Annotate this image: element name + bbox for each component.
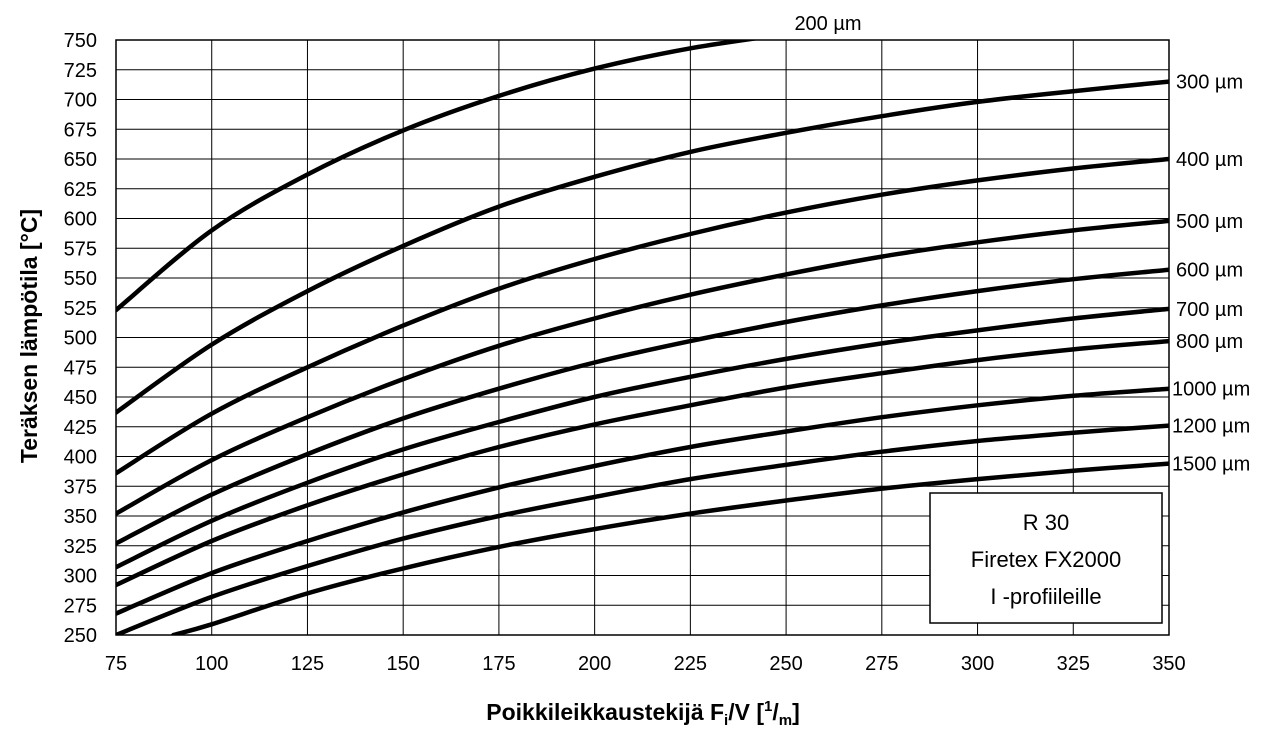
x-tick-label: 125: [291, 653, 324, 675]
x-tick-label: 275: [865, 653, 898, 675]
x-tick-label: 150: [386, 653, 419, 675]
series-line: [171, 461, 1169, 635]
series-label: 400 µm: [1176, 149, 1243, 171]
x-tick-label: 75: [105, 653, 127, 675]
y-tick-labels: 250 275 300 325 350 375 400 425 450 475 500 525 550 5…: [64, 30, 97, 647]
y-tick-label: 650: [64, 149, 97, 171]
y-tick-label: 275: [64, 595, 97, 617]
info-line-2: Firetex FX2000: [971, 547, 1121, 572]
y-tick-label: 250: [64, 625, 97, 647]
series-label: 600 µm: [1176, 260, 1243, 282]
info-box-frame: [929, 492, 1163, 624]
series-label: 800 µm: [1176, 331, 1243, 353]
y-tick-label: 400: [64, 447, 97, 469]
x-tick-label: 300: [961, 653, 994, 675]
info-line-1: R 30: [1023, 510, 1069, 535]
y-tick-label: 375: [64, 476, 97, 498]
x-tick-label: 175: [482, 653, 515, 675]
y-tick-label: 525: [64, 298, 97, 320]
y-tick-label: 450: [64, 387, 97, 409]
series-line: [116, 218, 1169, 516]
plot-frame: [115, 39, 1170, 636]
series-labels: 200 µm 300 µm 400 µm 500 µm 600 µm 700 µm 800 …: [794, 13, 1250, 476]
y-tick-label: 350: [64, 506, 97, 528]
series-label: 1500 µm: [1172, 454, 1250, 476]
series-line: [116, 267, 1169, 546]
info-box: R 30 Firetex FX2000 I -profiileille: [929, 492, 1163, 624]
series-label: 300 µm: [1176, 72, 1243, 94]
y-tick-label: 425: [64, 417, 97, 439]
y-tick-label: 675: [64, 119, 97, 141]
y-tick-label: 300: [64, 566, 97, 588]
x-tick-label: 225: [674, 653, 707, 675]
y-tick-label: 750: [64, 30, 97, 52]
y-tick-label: 625: [64, 179, 97, 201]
series-label: 1200 µm: [1172, 416, 1250, 438]
series-label: 500 µm: [1176, 211, 1243, 233]
series-label: 700 µm: [1176, 299, 1243, 321]
x-tick-label: 100: [195, 653, 228, 675]
series-line: [116, 338, 1169, 588]
series-label: 1000 µm: [1172, 379, 1250, 401]
x-tick-label: 250: [769, 653, 802, 675]
y-tick-label: 475: [64, 357, 97, 379]
x-tick-label: 350: [1152, 653, 1185, 675]
curves: [116, 40, 1169, 635]
series-line: [116, 306, 1169, 570]
x-axis-title: Poikkileikkaustekijä Fi/V [1/m]: [486, 698, 800, 729]
y-tick-label: 325: [64, 536, 97, 558]
series-line: [116, 40, 760, 313]
series-line: [116, 423, 1169, 635]
series-line: [116, 156, 1169, 476]
y-tick-label: 550: [64, 268, 97, 290]
y-axis-title: Teräksen lämpötila [°C]: [16, 209, 42, 463]
series-line: [116, 386, 1169, 616]
series-label: 200 µm: [794, 13, 861, 35]
series-line: [116, 79, 1169, 415]
y-tick-label: 500: [64, 328, 97, 350]
x-tick-label: 325: [1057, 653, 1090, 675]
x-tick-label: 200: [578, 653, 611, 675]
y-tick-label: 725: [64, 60, 97, 82]
x-tick-labels: 75 100 125 150 175 200 225 250 275 300 325 350: [105, 653, 1186, 675]
y-tick-label: 600: [64, 209, 97, 231]
y-tick-label: 700: [64, 90, 97, 112]
info-line-3: I -profiileille: [990, 584, 1101, 609]
y-tick-label: 575: [64, 238, 97, 260]
